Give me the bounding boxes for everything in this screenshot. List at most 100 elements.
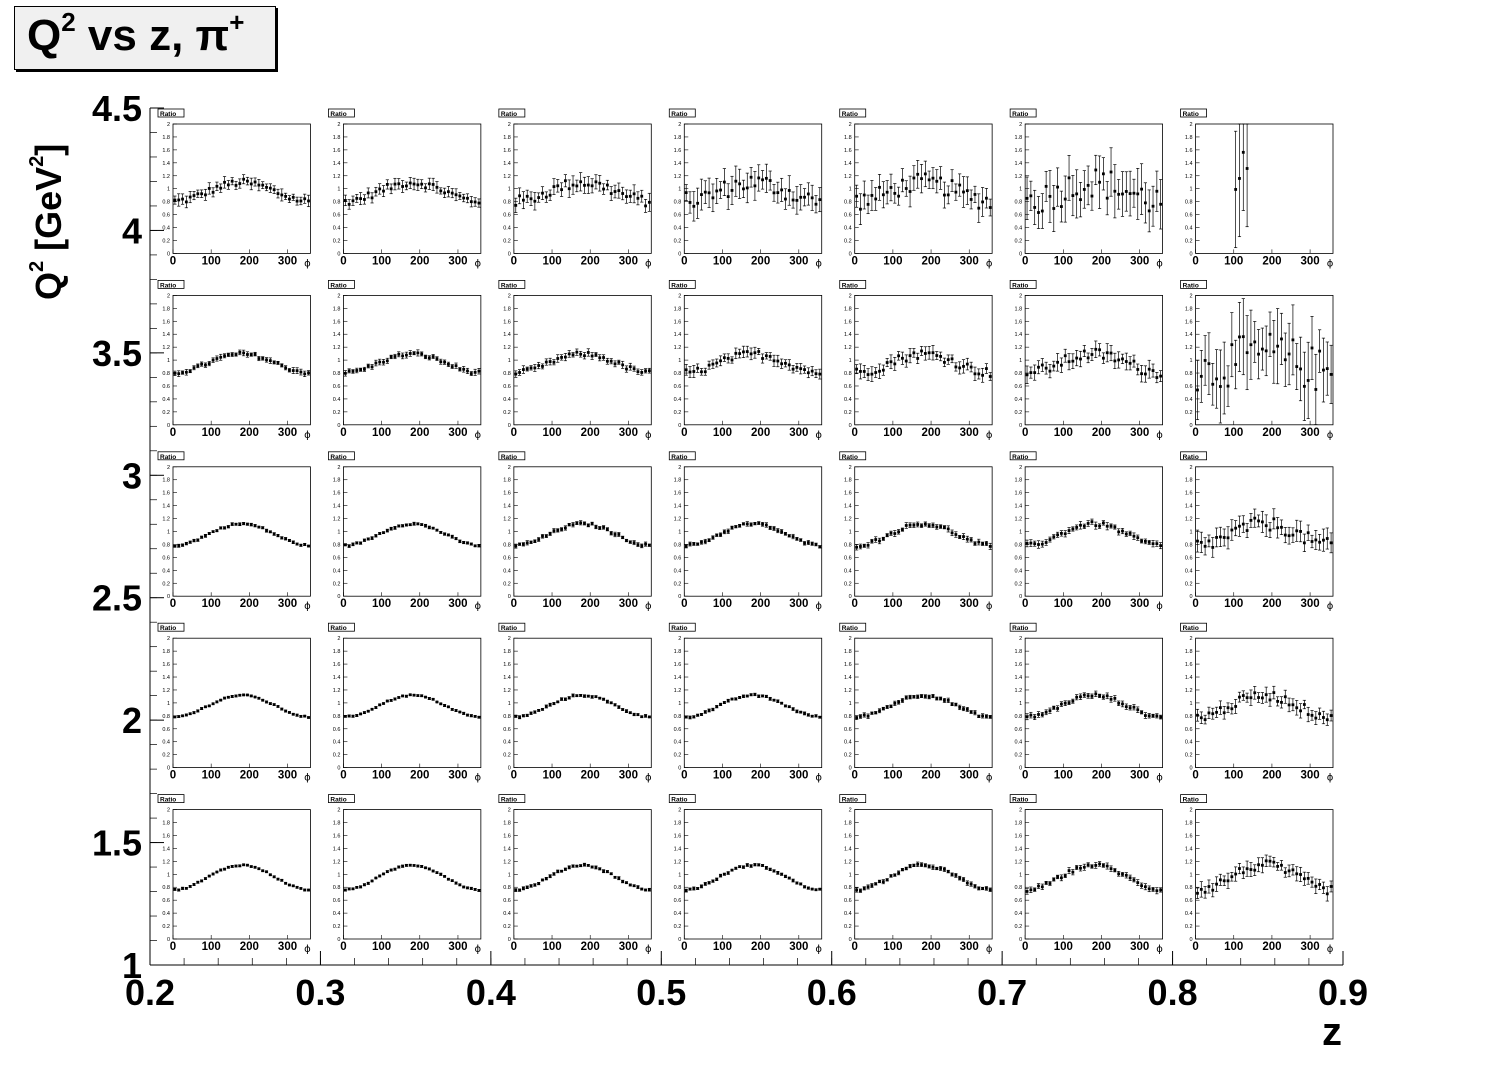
panel-label-box [157,279,185,289]
panel-x-label: ϕ [1156,430,1163,441]
panel-y-tick-label: 2 [167,808,170,814]
panel-label: Ratio [160,282,176,289]
data-point [939,176,943,180]
panel-y-tick-label: 0.2 [1185,753,1193,759]
data-point [1306,713,1310,716]
panel-label: Ratio [160,797,176,804]
data-point [347,544,351,548]
data-point [965,537,969,541]
data-point [238,350,242,354]
data-point [897,354,901,358]
data-point [374,534,378,538]
data-point [730,358,734,362]
panel-label-box [839,451,867,461]
panel-y-tick-label: 0.2 [333,410,341,416]
data-point [567,523,571,527]
data-point [435,700,439,704]
data-point [1299,530,1302,533]
data-point [544,195,548,199]
data-point [280,536,284,540]
panel-x-tick-label: 300 [960,770,979,782]
data-point [458,710,462,714]
data-point [878,369,881,373]
panel-y-tick-label: 1.2 [844,688,852,694]
data-point [954,533,958,536]
data-point [1249,696,1253,700]
data-point [692,715,696,719]
data-point [261,526,265,530]
data-point [1249,343,1253,347]
data-point [1040,713,1044,717]
panel-y-tick-label: 0.4 [844,568,852,574]
panel-frame-r3-c2 [513,637,652,769]
data-point [772,527,776,530]
panel-x-tick-label: 0 [1022,598,1028,610]
panel-y-tick-label: 0.2 [844,238,852,244]
data-point [525,541,529,545]
data-point [969,538,973,542]
panel-y-tick-label: 0.2 [1185,410,1193,416]
panel-label: Ratio [501,625,517,632]
data-point [420,352,424,356]
data-point [173,544,177,548]
data-point [1079,198,1082,202]
panel-frame-r2-c3 [683,466,823,597]
panel-y-tick-label: 0.4 [1185,568,1193,574]
outer-x-tick-label-4: 0.6 [807,972,857,1013]
panel-y-tick-label: 0.8 [844,371,852,377]
panel-y-tick-label: 1.6 [1014,662,1022,668]
panel-y-tick-label: 1 [337,358,340,364]
panel-x-tick-label: 100 [1054,770,1073,782]
panel-x-tick-label: 0 [681,255,687,267]
data-point [1052,535,1056,539]
data-point [1140,187,1143,191]
panel-y-tick-label: 0.2 [162,753,170,759]
panel-y-tick-label: 1.8 [1185,649,1193,655]
data-point [533,199,537,203]
data-point [177,198,181,202]
panel-y-tick-label: 0 [678,423,681,429]
panel-x-tick-label: 0 [511,770,517,782]
data-point [969,365,973,369]
panel-label-box [668,451,696,461]
panel-y-tick-label: 1.2 [1014,688,1022,694]
panel-y-tick-label: 1.4 [1185,675,1193,681]
data-point [874,711,878,715]
data-point [265,358,268,362]
panel-y-tick-label: 1.4 [674,161,682,167]
panel-label: Ratio [330,282,346,289]
data-point [696,201,700,205]
data-point [1040,209,1044,213]
data-point [700,540,703,544]
data-point [927,524,931,528]
data-point [268,702,272,706]
data-point [1222,536,1226,539]
panel-label: Ratio [1012,282,1028,289]
data-point [1132,705,1136,709]
panel-y-tick-label: 1.6 [1185,319,1193,325]
data-point [435,528,439,532]
data-point [556,357,560,360]
panel-y-tick-label: 0 [167,423,170,429]
data-point [722,356,726,360]
data-point [537,196,541,199]
data-point [525,194,529,198]
panel-x-label: ϕ [986,258,993,269]
data-point [862,544,866,548]
data-point [1260,520,1264,524]
panel-x-label: ϕ [304,773,311,784]
data-point [431,183,435,186]
panel-x-tick-label: 100 [372,770,391,782]
data-point [912,695,916,699]
panel-y-tick-label: 0.8 [162,200,170,206]
data-point [533,539,537,543]
data-point [1234,363,1238,366]
panel-label-box [1180,622,1207,632]
panel-y-tick-label: 0 [1019,766,1022,772]
data-point [393,697,397,701]
panel-y-tick-label: 1.8 [162,135,170,141]
data-point [791,198,795,202]
data-point [946,527,950,531]
data-point [238,522,242,526]
data-point [1295,529,1299,533]
